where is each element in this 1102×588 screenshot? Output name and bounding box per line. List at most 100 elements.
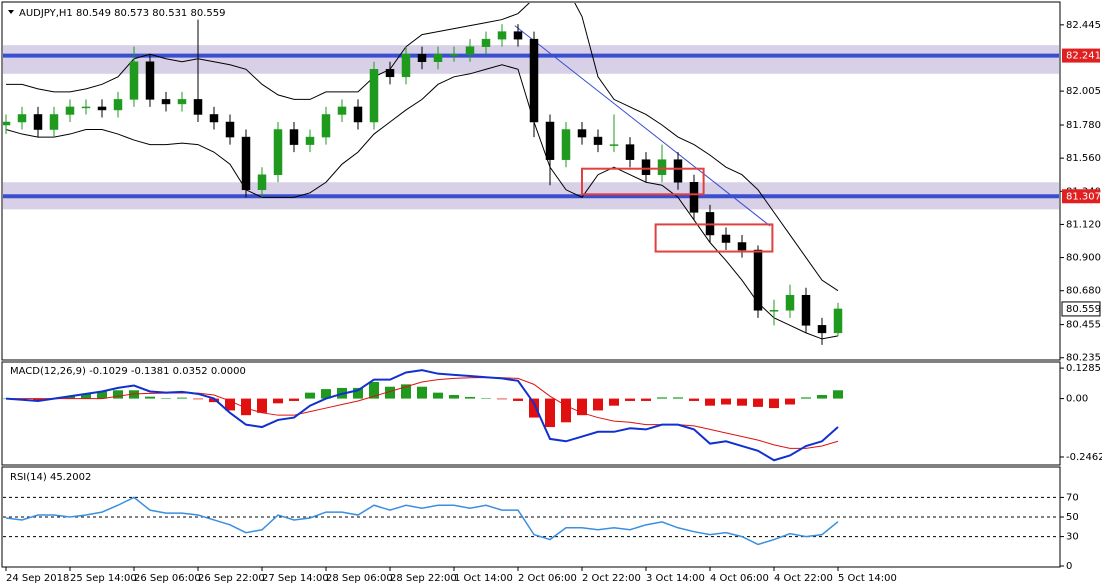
trendline [514, 25, 771, 227]
candle-body [609, 144, 619, 146]
candle-body [657, 159, 667, 175]
candle-body [529, 38, 539, 123]
histogram-bar [577, 398, 587, 416]
x-tick-label: 1 Oct 14:00 [454, 573, 513, 584]
histogram-bar [753, 398, 763, 407]
candle-body [193, 99, 203, 115]
histogram-bar [625, 398, 635, 401]
histogram-bar [657, 397, 667, 399]
y-tick-label: 81.780 [1066, 120, 1101, 131]
histogram-bar [817, 395, 827, 399]
candle-body [577, 129, 587, 138]
histogram-bar [417, 386, 427, 399]
x-tick-label: 4 Oct 22:00 [774, 573, 833, 584]
histogram-bar [209, 398, 219, 403]
histogram-bar [33, 398, 43, 401]
candle-body [209, 114, 219, 123]
bollinger-band [6, 3, 839, 292]
histogram-bar [129, 390, 139, 399]
candle-body [177, 99, 187, 105]
highlight-box [581, 167, 705, 196]
level-label: 82.241 [1066, 51, 1101, 62]
macd-panel [1, 361, 1061, 466]
candle-body [817, 325, 827, 334]
histogram-bar [609, 398, 619, 406]
histogram-bar [689, 398, 699, 401]
rsi-plot [3, 496, 1059, 546]
y-tick-label: 50 [1066, 512, 1079, 523]
candle-body [113, 99, 123, 111]
histogram-bar [433, 392, 443, 399]
candle-body [593, 136, 603, 145]
candle-body [129, 61, 139, 100]
candle-body [321, 114, 331, 138]
histogram-bar [353, 387, 363, 399]
y-tick-label: 0.00 [1066, 394, 1088, 405]
highlight-box [654, 223, 774, 253]
y-tick-label: 82.445 [1066, 20, 1101, 31]
histogram-bar [737, 398, 747, 406]
histogram-bar [241, 398, 251, 416]
rsi-title: RSI(14) 45.2002 [10, 472, 91, 483]
level-label: 81.307 [1066, 191, 1101, 202]
histogram-bar [497, 398, 507, 400]
histogram-bar [257, 398, 267, 413]
candle-body [385, 69, 395, 78]
candle-body [353, 106, 363, 123]
x-tick-label: 2 Oct 22:00 [582, 573, 641, 584]
y-tick-label: 81.120 [1066, 219, 1101, 230]
candle-body [449, 53, 459, 56]
histogram-bar [81, 393, 91, 399]
menu-arrow [8, 10, 14, 14]
candle-body [801, 294, 811, 326]
histogram-bar [289, 398, 299, 401]
candle-body [641, 159, 651, 175]
x-tick-label: 28 Sep 06:00 [326, 573, 393, 584]
candle-body [257, 174, 267, 191]
histogram-bar [385, 386, 395, 399]
candle-body [401, 53, 411, 78]
x-tick-label: 5 Oct 14:00 [838, 573, 897, 584]
histogram-bar [705, 398, 715, 406]
x-tick-label: 2 Oct 06:00 [518, 573, 577, 584]
candle-body [513, 31, 523, 40]
y-tick-label: 82.005 [1066, 86, 1101, 97]
x-tick-label: 4 Oct 06:00 [710, 573, 769, 584]
y-tick-label: 81.560 [1066, 153, 1101, 164]
histogram-bar [561, 398, 571, 423]
histogram-bar [449, 395, 459, 399]
histogram-bar [401, 384, 411, 399]
candle-body [161, 99, 171, 105]
signal-line [6, 376, 839, 449]
histogram-bar [65, 396, 75, 399]
x-tick-label: 24 Sep 2018 [6, 573, 69, 584]
chart-title: AUDJPY,H1 80.549 80.573 80.531 80.559 [19, 8, 225, 19]
macd-plot [3, 369, 843, 462]
candle-body [305, 136, 315, 145]
candle-body [241, 136, 251, 191]
y-tick-label: 30 [1066, 532, 1079, 543]
histogram-bar [529, 398, 539, 418]
candle-body [785, 294, 795, 311]
rsi-line [5, 496, 839, 546]
candle-body [753, 249, 763, 311]
histogram-bar [161, 398, 171, 399]
main-panel [1, 1, 1061, 361]
candle-body [289, 129, 299, 145]
x-tick-label: 27 Sep 14:00 [262, 573, 329, 584]
histogram-bar [833, 390, 843, 399]
histogram-bar [305, 392, 315, 399]
candle-body [337, 106, 347, 115]
histogram-bar [145, 396, 155, 399]
candle-body [769, 310, 779, 312]
candle-body [561, 129, 571, 160]
candle-body [17, 114, 27, 123]
y-tick-label: 70 [1066, 492, 1079, 503]
histogram-bar [513, 398, 523, 401]
candle-body [465, 46, 475, 55]
x-tick-label: 3 Oct 14:00 [646, 573, 705, 584]
x-tick-label: 26 Sep 06:00 [134, 573, 201, 584]
candle-body [273, 129, 283, 175]
candle-body [3, 121, 11, 126]
